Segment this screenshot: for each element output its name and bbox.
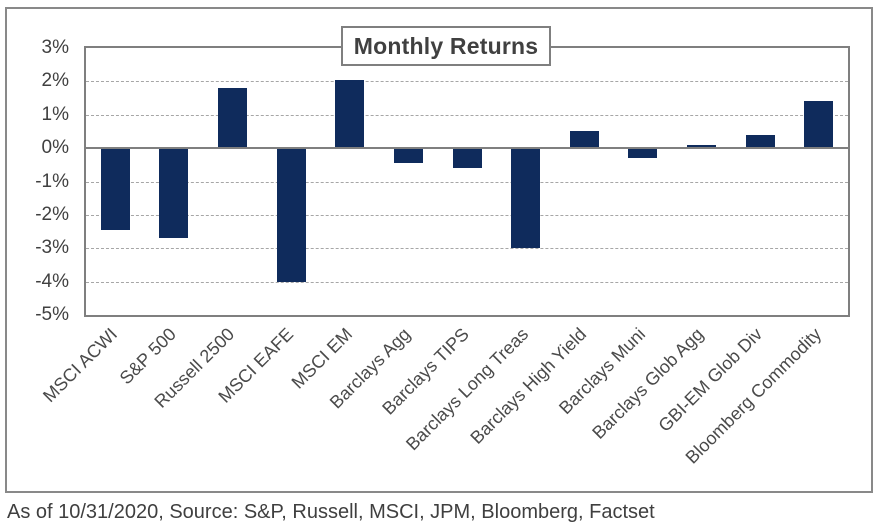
bar-barclays-muni (628, 148, 658, 159)
y-tick-label-2: -2% (35, 203, 69, 225)
x-tick-label-gbi-em-glob-div: GBI-EM Glob Div (654, 324, 767, 436)
y-tick-label-3: 3% (41, 37, 69, 58)
y-tick-label-4: -4% (35, 270, 69, 292)
source-note: As of 10/31/2020, Source: S&P, Russell, … (7, 501, 655, 523)
bar-barclays-tips (452, 148, 482, 169)
bar-barclays-agg (393, 148, 423, 164)
gridline (86, 214, 848, 216)
chart-title-box: Monthly Returns (341, 26, 551, 66)
y-tick-label-3: -3% (35, 237, 69, 259)
y-tick-label-0: 0% (41, 137, 69, 159)
x-tick-label-msci-acwi: MSCI ACWI (39, 324, 122, 407)
zero-axis-line (86, 147, 848, 150)
y-tick-label-1: 1% (41, 103, 69, 125)
y-tick-label-2: 2% (41, 70, 69, 92)
bar-barclays-glob-agg (686, 144, 716, 149)
gridline (86, 281, 848, 283)
bar-s-p-500 (159, 148, 189, 239)
bar-barclays-long-treas (511, 148, 541, 249)
bar-bloomberg-commodity (804, 101, 834, 149)
gridline (86, 181, 848, 183)
gridline (86, 248, 848, 250)
gridline (86, 81, 848, 83)
bar-russell-2500 (218, 88, 248, 149)
gridline (86, 114, 848, 116)
bar-barclays-high-yield (569, 131, 599, 149)
bar-gbi-em-glob-div (745, 134, 775, 149)
bar-msci-em (335, 79, 365, 149)
x-tick-label-barclays-glob-agg: Barclays Glob Agg (588, 324, 708, 443)
y-tick-label-5: -5% (35, 304, 69, 325)
y-tick-label-1: -1% (35, 170, 69, 192)
chart-title: Monthly Returns (353, 32, 539, 59)
bar-msci-eafe (276, 148, 306, 282)
chart-frame: Monthly Returns 3% 2% 1% 0% -1% -2% -3% -4% -5% … (5, 7, 873, 493)
plot-area (84, 46, 850, 317)
bar-msci-acwi (100, 148, 130, 230)
